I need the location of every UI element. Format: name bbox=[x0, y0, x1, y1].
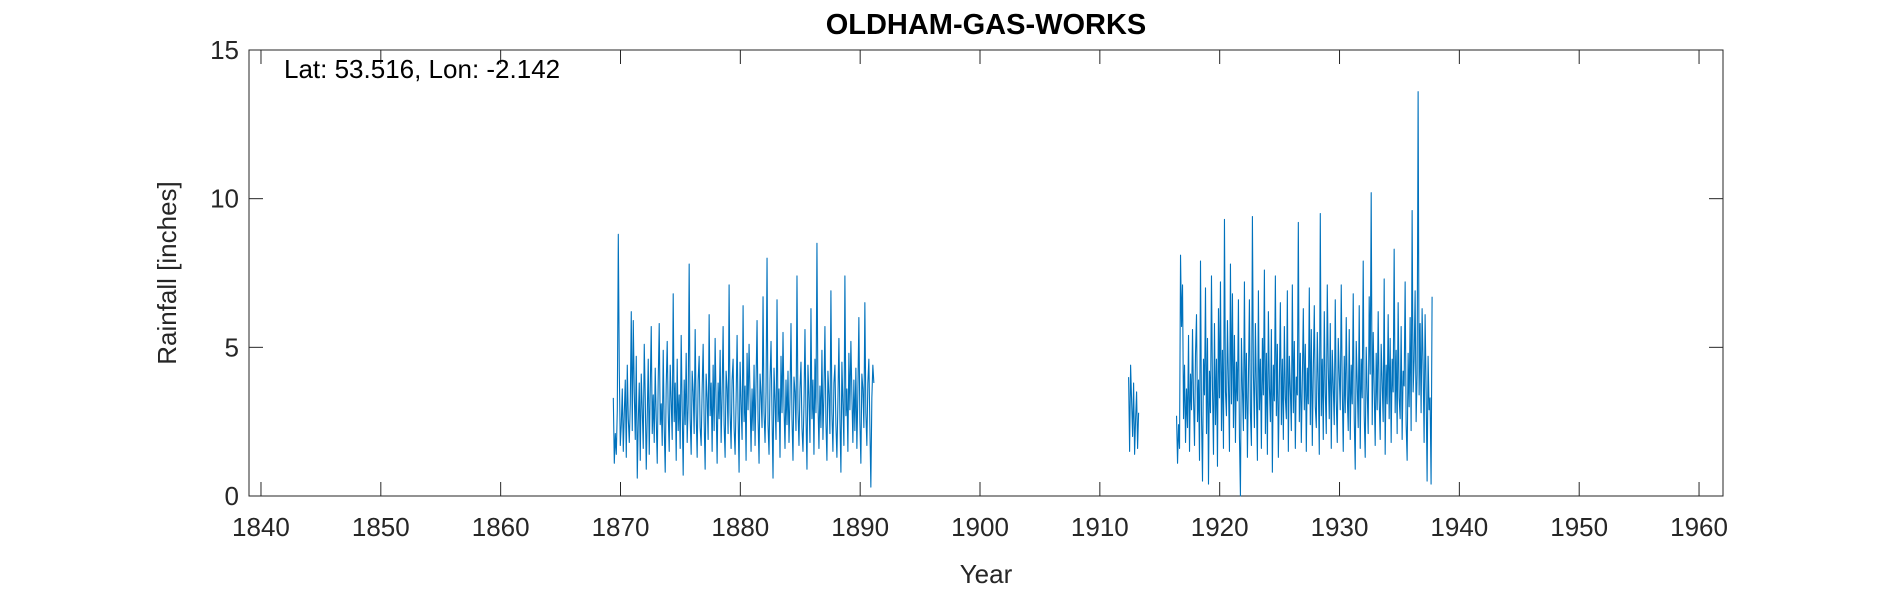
x-tick-label: 1900 bbox=[951, 512, 1009, 542]
x-tick-label: 1840 bbox=[232, 512, 290, 542]
y-tick-label: 10 bbox=[210, 184, 239, 214]
x-tick-label: 1930 bbox=[1311, 512, 1369, 542]
series-group bbox=[612, 91, 1433, 497]
y-axis: 0 5 10 15 bbox=[210, 35, 1723, 511]
x-tick-label: 1920 bbox=[1191, 512, 1249, 542]
x-axis-label: Year bbox=[960, 559, 1013, 589]
y-tick-label: 0 bbox=[225, 481, 239, 511]
y-tick-label: 5 bbox=[225, 332, 239, 362]
x-tick-label: 1940 bbox=[1430, 512, 1488, 542]
plot-area bbox=[248, 49, 1724, 497]
series-line-2 bbox=[1128, 364, 1140, 455]
x-tick-label: 1850 bbox=[352, 512, 410, 542]
x-tick-label: 1950 bbox=[1550, 512, 1608, 542]
y-axis-label: Rainfall [inches] bbox=[152, 181, 182, 365]
x-tick-label: 1910 bbox=[1071, 512, 1129, 542]
location-annotation: Lat: 53.516, Lon: -2.142 bbox=[284, 54, 560, 84]
x-tick-label: 1880 bbox=[711, 512, 769, 542]
chart-title: OLDHAM-GAS-WORKS bbox=[826, 9, 1147, 41]
x-tick-label: 1890 bbox=[831, 512, 889, 542]
series-line-3 bbox=[1175, 91, 1433, 497]
x-tick-label: 1860 bbox=[472, 512, 530, 542]
series-line-1 bbox=[612, 233, 875, 488]
x-tick-label: 1870 bbox=[592, 512, 650, 542]
y-tick-label: 15 bbox=[210, 35, 239, 65]
x-axis: 1840 1850 1860 1870 1880 1890 1900 1910 1920 1930… bbox=[232, 50, 1728, 542]
x-tick-label: 1960 bbox=[1670, 512, 1728, 542]
